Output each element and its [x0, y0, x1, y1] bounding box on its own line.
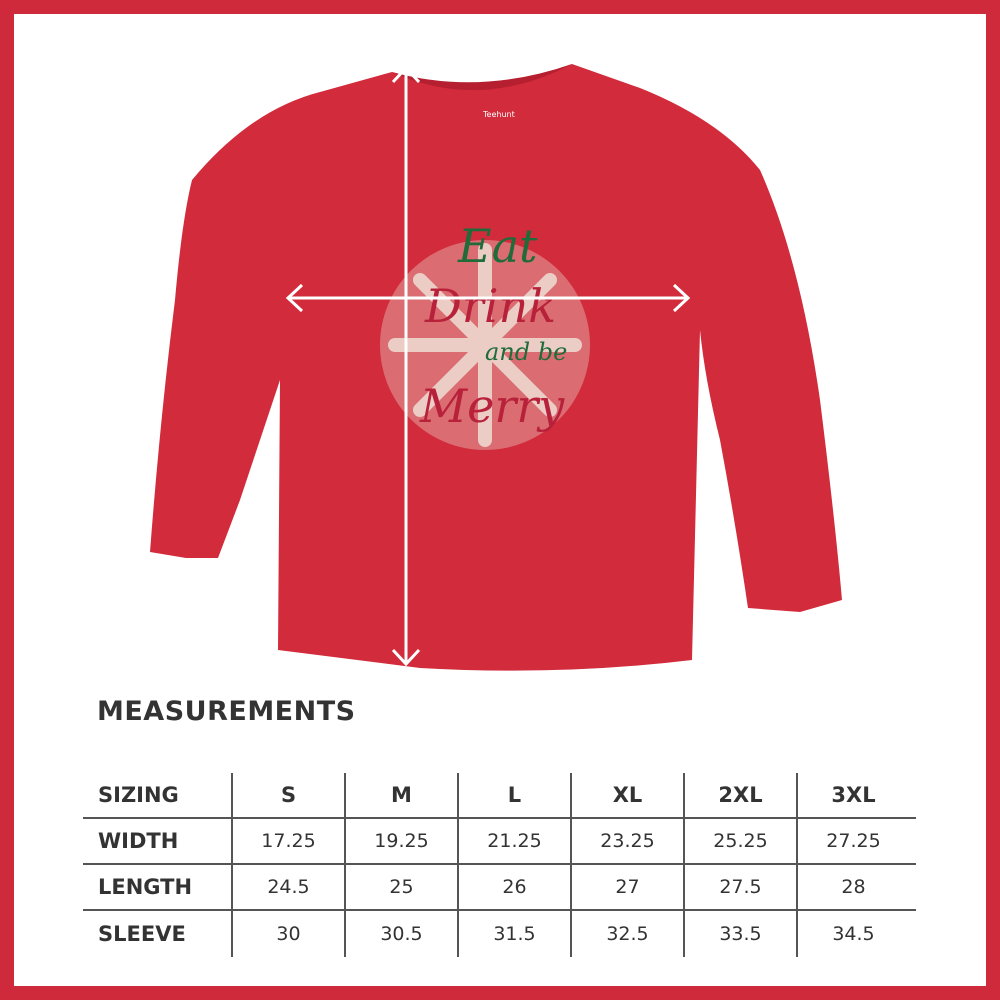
- table-cell: 27.5: [683, 865, 796, 909]
- table-cell: 26: [457, 865, 570, 909]
- header-cell: M: [344, 773, 457, 817]
- table-cell: 30: [231, 911, 344, 957]
- row-label: WIDTH: [98, 829, 179, 853]
- table-cell: 27.25: [796, 819, 909, 863]
- size-chart-table: SIZING S M L XL 2XL 3XL WIDTH 17.25 19.2…: [83, 773, 916, 957]
- print-text-merry: Merry: [419, 379, 565, 433]
- header-cell: 2XL: [683, 773, 796, 817]
- table-row: WIDTH 17.25 19.25 21.25 23.25 25.25 27.2…: [83, 819, 916, 865]
- table-cell: 24.5: [231, 865, 344, 909]
- table-cell: 17.25: [231, 819, 344, 863]
- table-cell: 31.5: [457, 911, 570, 957]
- table-cell: 25: [344, 865, 457, 909]
- length-arrow: [391, 65, 421, 667]
- table-cell: 33.5: [683, 911, 796, 957]
- table-cell: 23.25: [570, 819, 683, 863]
- print-text-drink: Drink: [424, 279, 556, 333]
- shirt-image: Teehunt Eat Drink and be Merry: [150, 64, 842, 671]
- table-cell: 30.5: [344, 911, 457, 957]
- table-cell: 25.25: [683, 819, 796, 863]
- width-arrow: [285, 283, 691, 313]
- table-cell: 21.25: [457, 819, 570, 863]
- table-cell: 34.5: [796, 911, 909, 957]
- neck-tag: Teehunt: [482, 110, 515, 119]
- print-text-eat: Eat: [457, 219, 538, 273]
- table-cell: 32.5: [570, 911, 683, 957]
- header-cell: 3XL: [796, 773, 909, 817]
- row-label: SLEEVE: [98, 922, 186, 946]
- table-header-row: SIZING S M L XL 2XL 3XL: [83, 773, 916, 819]
- tag-brand: Teehunt: [482, 110, 515, 119]
- print-graphic: Eat Drink and be Merry: [380, 219, 590, 450]
- measurements-title: MEASUREMENTS: [97, 696, 356, 727]
- header-cell: XL: [570, 773, 683, 817]
- header-cell: S: [231, 773, 344, 817]
- table-row: SLEEVE 30 30.5 31.5 32.5 33.5 34.5: [83, 911, 916, 957]
- shirt-body: [150, 64, 842, 671]
- table-cell: 27: [570, 865, 683, 909]
- collar: [392, 64, 572, 91]
- table-cell: 19.25: [344, 819, 457, 863]
- print-text-and-be: and be: [485, 338, 567, 366]
- header-cell: SIZING: [98, 783, 179, 807]
- row-label: LENGTH: [98, 875, 193, 899]
- table-cell: 28: [796, 865, 909, 909]
- table-row: LENGTH 24.5 25 26 27 27.5 28: [83, 865, 916, 911]
- header-cell: L: [457, 773, 570, 817]
